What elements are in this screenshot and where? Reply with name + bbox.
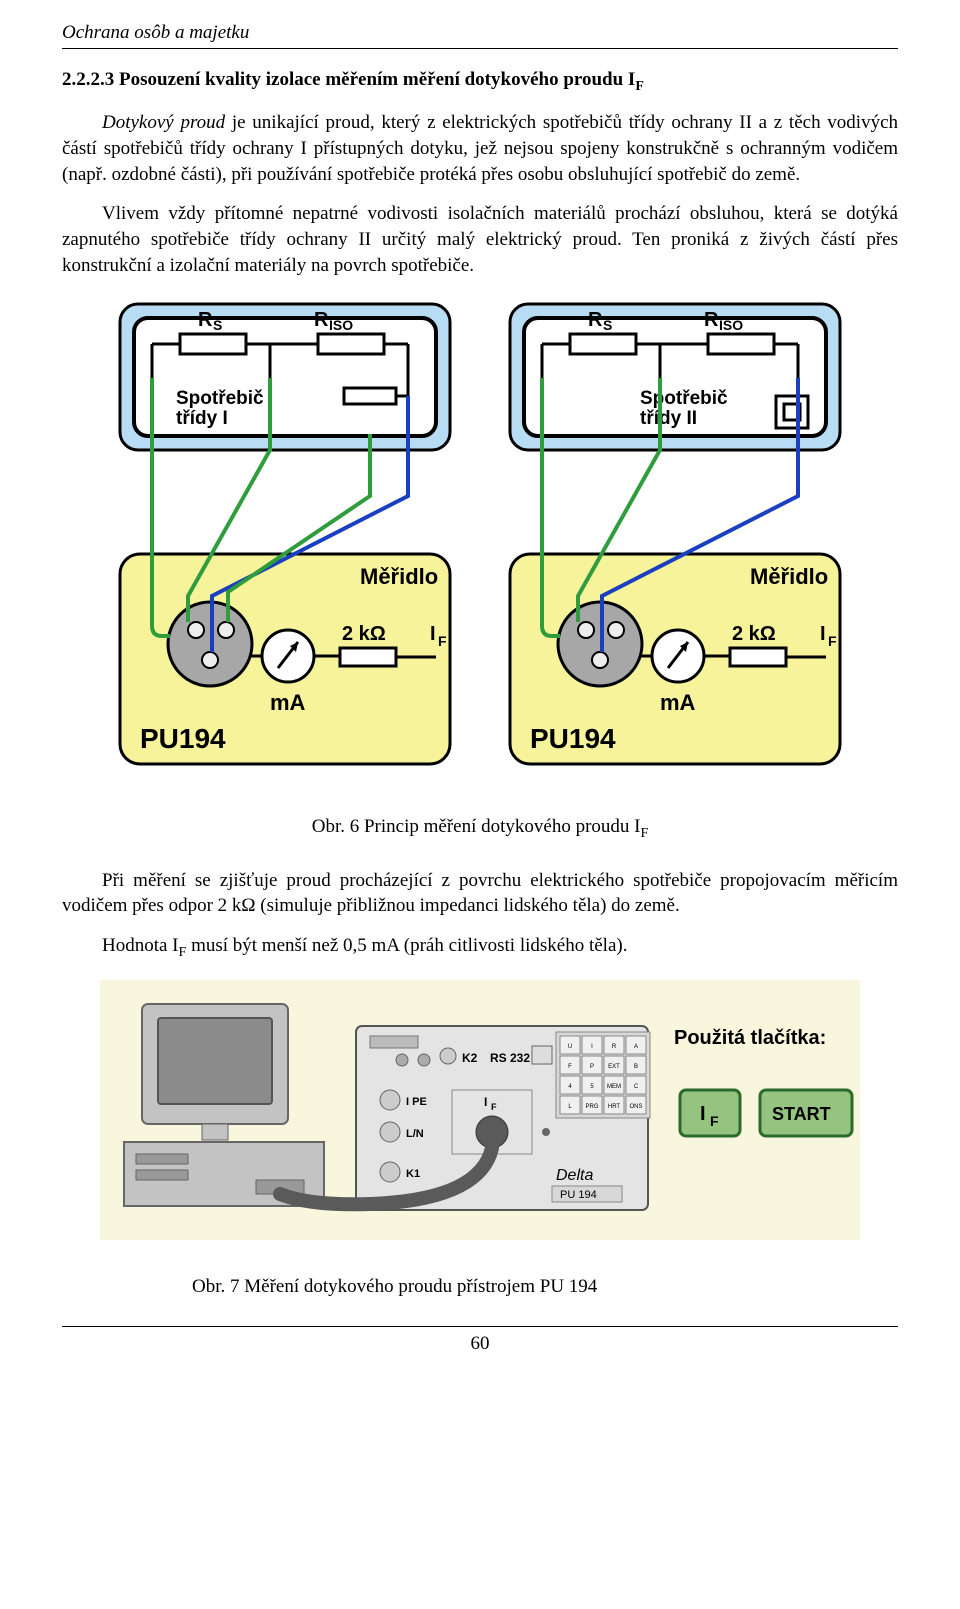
svg-text:Měřidlo: Měřidlo [750,564,828,589]
figure-6-caption-text: Obr. 6 Princip měření dotykového proudu … [312,816,641,837]
svg-text:R: R [314,309,329,331]
svg-text:P: P [590,1064,594,1070]
svg-text:Delta: Delta [556,1167,593,1184]
running-header: Ochrana osôb a majetku [62,20,898,46]
svg-text:mA: mA [660,690,696,715]
svg-text:R: R [704,309,719,331]
section-heading: 2.2.2.3 Posouzení kvality izolace měření… [62,67,898,97]
svg-text:F: F [710,1113,719,1129]
svg-text:I PE: I PE [406,1096,427,1108]
svg-text:R: R [612,1044,617,1050]
svg-text:mA: mA [270,690,306,715]
figure-6: RS RISO Spotřebič třídy I Měřidlo 2 kΩ I… [62,296,898,804]
svg-text:L/N: L/N [406,1128,424,1140]
svg-text:PU 194: PU 194 [560,1189,597,1201]
paragraph-4: Hodnota IF musí být menší než 0,5 mA (pr… [62,933,898,963]
paragraph-4-a: Hodnota I [102,935,179,956]
section-title-sub: F [635,78,644,93]
figure-7-caption: Obr. 7 Měření dotykového proudu přístroj… [192,1274,898,1300]
svg-text:START: START [772,1104,831,1124]
term-dotykovy-proud: Dotykový proud [102,112,225,133]
figure-6-caption: Obr. 6 Princip měření dotykového proudu … [62,814,898,844]
svg-text:S: S [213,317,222,333]
svg-text:ONS: ONS [629,1104,642,1110]
svg-text:F: F [828,633,837,649]
svg-text:Použitá tlačítka:: Použitá tlačítka: [674,1027,826,1049]
paragraph-4-b: musí být menší než 0,5 mA (práh citlivos… [186,935,627,956]
svg-text:HRT: HRT [608,1104,621,1110]
figure-7: K2 RS 232 UIRAFPEXTB45MEMCLPRGHRTONS I P… [62,980,898,1248]
header-rule [62,48,898,49]
svg-text:Spotřebič: Spotřebič [176,388,264,409]
svg-text:A: A [634,1044,638,1050]
svg-text:ISO: ISO [329,317,353,333]
svg-text:2 kΩ: 2 kΩ [732,623,776,645]
svg-text:S: S [603,317,612,333]
paragraph-2: Vlivem vždy přítomné nepatrné vodivosti … [62,201,898,278]
section-number: 2.2.2.3 [62,69,114,90]
footer-rule [62,1326,898,1327]
paragraph-3: Při měření se zjišťuje proud procházejíc… [62,868,898,919]
svg-text:EXT: EXT [608,1064,620,1070]
section-title: Posouzení kvality izolace měřením měření… [119,69,635,90]
svg-text:ISO: ISO [719,317,743,333]
svg-text:K2: K2 [462,1051,478,1065]
paragraph-1: Dotykový proud je unikající proud, který… [62,110,898,187]
svg-text:F: F [438,633,447,649]
figure-6-caption-sub: F [640,826,648,841]
svg-text:I: I [700,1103,706,1125]
svg-text:B: B [634,1064,638,1070]
svg-text:U: U [568,1044,572,1050]
svg-text:K1: K1 [406,1168,420,1180]
figure-6-svg: RS RISO Spotřebič třídy I Měřidlo 2 kΩ I… [100,296,860,796]
svg-text:MEM: MEM [607,1084,621,1090]
svg-text:I: I [484,1095,487,1109]
svg-text:Spotřebič: Spotřebič [640,388,728,409]
svg-text:PU194: PU194 [530,723,616,754]
svg-text:PRG: PRG [585,1104,598,1110]
figure-7-svg: K2 RS 232 UIRAFPEXTB45MEMCLPRGHRTONS I P… [100,980,860,1240]
page-number: 60 [62,1331,898,1357]
svg-text:PU194: PU194 [140,723,226,754]
svg-text:F: F [491,1102,497,1112]
svg-text:R: R [588,309,603,331]
svg-text:R: R [198,309,213,331]
svg-text:C: C [634,1084,639,1090]
svg-text:I: I [430,623,436,645]
svg-text:třídy II: třídy II [640,408,697,429]
svg-text:třídy I: třídy I [176,408,228,429]
svg-text:RS 232: RS 232 [490,1051,530,1065]
svg-text:I: I [820,623,826,645]
svg-text:Měřidlo: Měřidlo [360,564,438,589]
svg-text:F: F [568,1064,572,1070]
svg-text:2 kΩ: 2 kΩ [342,623,386,645]
